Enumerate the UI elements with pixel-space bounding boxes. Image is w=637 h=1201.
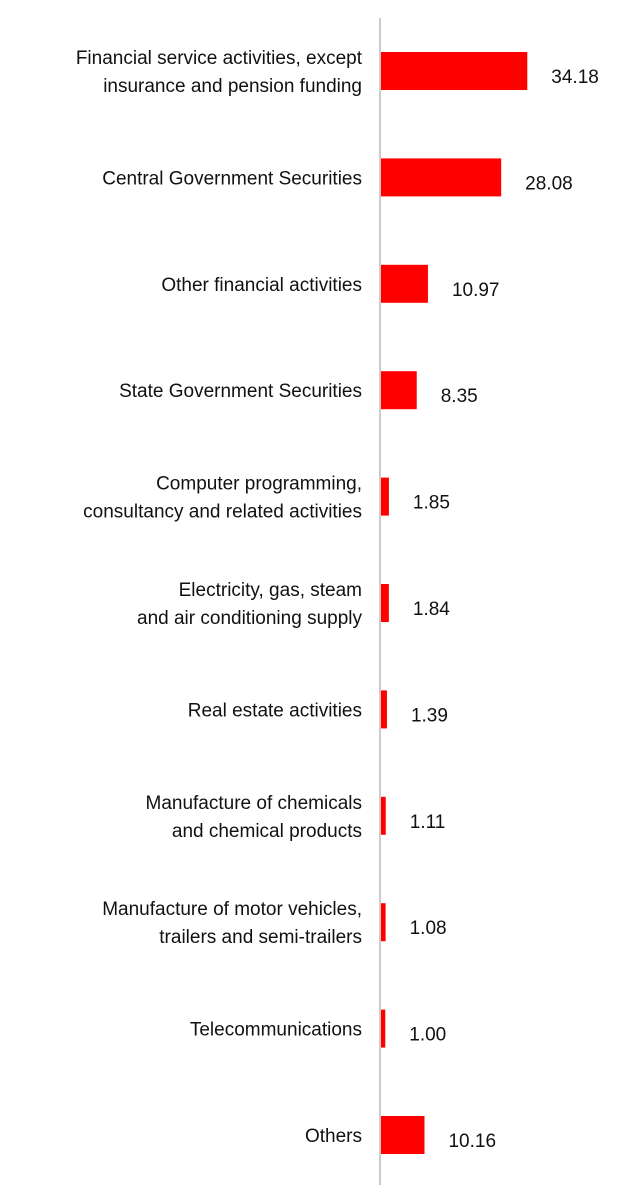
category-label-line: Telecommunications [190, 1020, 362, 1041]
bar-2 [381, 158, 502, 197]
value-label-8: 1.11 [410, 812, 446, 833]
category-label-line: Manufacture of motor vehicles, [102, 899, 362, 920]
category-label-line: Other financial activities [161, 275, 362, 296]
category-label-line: insurance and pension funding [103, 76, 362, 97]
value-label-9: 1.08 [410, 918, 447, 939]
category-label-line: Central Government Securities [102, 168, 362, 189]
value-label-6: 1.84 [413, 599, 450, 620]
bar-7 [381, 690, 387, 729]
category-label-line: and air conditioning supply [137, 608, 362, 629]
category-label-11: Others [305, 1126, 362, 1147]
value-label-4: 8.35 [441, 386, 478, 407]
bar-6 [381, 584, 389, 622]
category-label-line: Financial service activities, except [76, 48, 363, 69]
category-label-2: Central Government Securities [102, 168, 362, 189]
value-labels: 34.18 28.08 10.97 8.35 1.85 1.84 1.39 1.11 1.08 1… [409, 67, 599, 1152]
category-label-7: Real estate activities [188, 700, 362, 721]
value-label-10: 1.00 [409, 1025, 446, 1046]
category-label-6: Electricity, gas, steam and air condition… [137, 580, 362, 629]
value-label-1: 34.18 [551, 67, 599, 88]
bar-9 [381, 903, 386, 942]
category-label-10: Telecommunications [190, 1020, 362, 1041]
category-label-5: Computer programming, consultancy and rel… [83, 474, 362, 523]
category-label-9: Manufacture of motor vehicles, trailers a… [102, 899, 362, 948]
category-label-line: trailers and semi-trailers [159, 927, 362, 948]
bar-4 [381, 371, 417, 410]
value-label-7: 1.39 [411, 705, 448, 726]
value-label-5: 1.85 [413, 493, 450, 514]
category-label-line: Electricity, gas, steam [179, 580, 362, 601]
bar-11 [381, 1116, 425, 1154]
category-label-8: Manufacture of chemicals and chemical pro… [146, 793, 363, 842]
bar-3 [381, 264, 428, 303]
category-label-line: Manufacture of chemicals [146, 793, 363, 814]
category-label-line: Real estate activities [188, 700, 362, 721]
category-label-line: State Government Securities [119, 381, 362, 402]
bar-5 [381, 477, 389, 516]
category-label-4: State Government Securities [119, 381, 362, 402]
bar-8 [381, 796, 386, 835]
value-label-11: 10.16 [448, 1131, 496, 1152]
category-label-line: and chemical products [172, 821, 362, 842]
category-label-1: Financial service activities, except insu… [76, 48, 363, 97]
category-label-line: consultancy and related activities [83, 502, 362, 523]
bar-1 [381, 52, 528, 90]
value-label-3: 10.97 [452, 280, 500, 301]
value-label-2: 28.08 [525, 173, 573, 194]
category-label-line: Others [305, 1126, 362, 1147]
category-label-line: Computer programming, [156, 474, 362, 495]
category-label-3: Other financial activities [161, 275, 362, 296]
category-labels: Financial service activities, except insu… [76, 48, 363, 1147]
bars-layer [381, 52, 528, 1154]
bar-10 [381, 1009, 386, 1048]
